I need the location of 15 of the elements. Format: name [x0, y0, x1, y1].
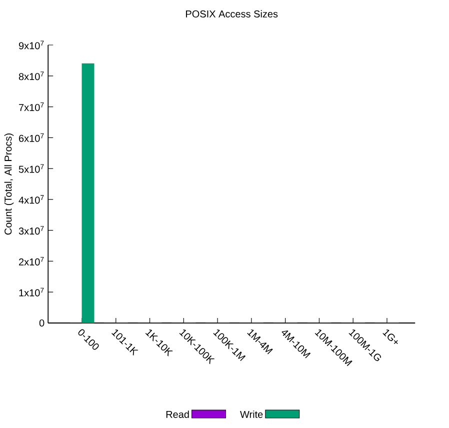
x-tick-label: 1G+ [382, 330, 398, 344]
y-tick-label: 2x10$^{7}$ [19, 256, 44, 266]
y-tick-label: 8x10$^{7}$ [18, 72, 44, 80]
y-tick-label: 7x10$^{7}$ [19, 102, 44, 112]
chart-title: POSIX Access Sizes [186, 10, 278, 18]
y-tick-label: 0 [39, 319, 44, 327]
y-tick-label: 1x10$^{7}$ [19, 288, 44, 296]
y-tick-label: 5x10$^{7}$ [18, 164, 44, 173]
legend-label: Read [166, 410, 189, 418]
y-tick-label: 3x10$^{7}$ [18, 226, 44, 235]
y-axis-title: Count (Total, All Procs) [4, 134, 14, 235]
y-tick-label: 4x10$^{7}$ [18, 195, 44, 204]
legend-label: Write [240, 410, 263, 418]
y-tick-label: 6x10$^{7}$ [19, 133, 44, 142]
y-tick-label: 9x10$^{7}$ [18, 40, 44, 50]
